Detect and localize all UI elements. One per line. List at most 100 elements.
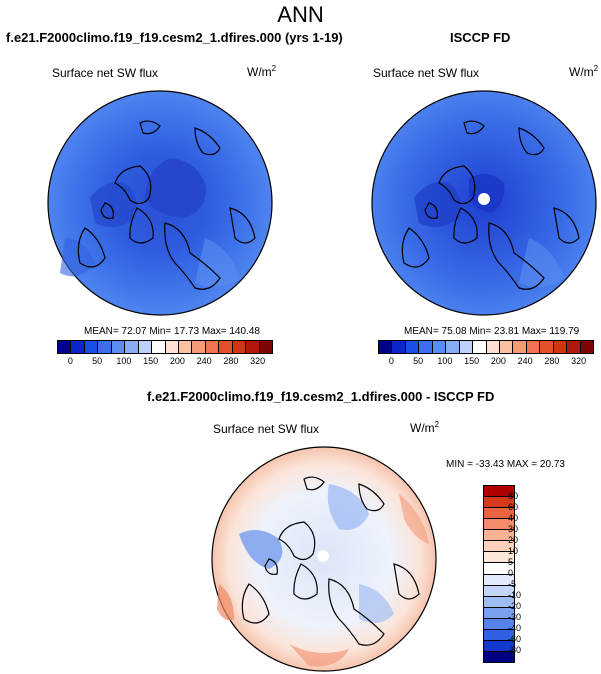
- colorbar-swatch: [567, 341, 581, 353]
- colorbar-tick-label: -10: [508, 590, 522, 600]
- model-colorbar: [57, 340, 273, 354]
- diff-coastlines: [241, 476, 420, 646]
- colorbar-swatch: [192, 341, 206, 353]
- obs-polar-hole: [478, 193, 490, 205]
- model-stats: MEAN= 72.07 Min= 17.73 Max= 140.48: [84, 326, 260, 337]
- obs-colorbar: [378, 340, 594, 354]
- colorbar-swatch: [71, 341, 85, 353]
- colorbar-tick-label: 60: [508, 502, 519, 512]
- colorbar-tick-label: -60: [508, 634, 522, 644]
- colorbar-tick-label: 80: [508, 491, 519, 501]
- diff-variable-label: Surface net SW flux: [213, 422, 320, 436]
- model-polar-map: [47, 90, 273, 316]
- obs-archipelago-region: [414, 182, 461, 227]
- model-units: W/m2: [247, 64, 277, 79]
- colorbar-swatch: [232, 341, 247, 353]
- colorbar-swatch: [58, 341, 72, 353]
- colorbar-swatch: [246, 341, 260, 353]
- colorbar-swatch: [111, 341, 126, 353]
- colorbar-tick-label: 0: [508, 568, 514, 578]
- colorbar-swatch: [125, 341, 139, 353]
- diff-units: W/m2: [410, 420, 440, 435]
- colorbar-swatch: [446, 341, 460, 353]
- colorbar-swatch: [499, 341, 514, 353]
- obs-polar-map: [371, 90, 597, 316]
- diff-polar-hole: [317, 550, 329, 562]
- obs-coastlines: [401, 120, 580, 290]
- colorbar-swatch: [379, 341, 393, 353]
- colorbar-tick-label: 200: [169, 356, 185, 366]
- obs-stats: MEAN= 75.08 Min= 23.81 Max= 119.79: [404, 326, 580, 337]
- colorbar-swatch: [540, 341, 554, 353]
- colorbar-swatch: [405, 341, 420, 353]
- colorbar-swatch: [553, 341, 568, 353]
- colorbar-swatch: [484, 629, 514, 641]
- colorbar-swatch: [484, 563, 514, 575]
- colorbar-swatch: [219, 341, 233, 353]
- colorbar-tick-label: 240: [196, 356, 212, 366]
- colorbar-swatch: [484, 585, 514, 597]
- colorbar-tick-label: 100: [116, 356, 132, 366]
- model-panel-title: f.e21.F2000climo.f19_f19.cesm2_1.dfires.…: [6, 30, 343, 45]
- colorbar-swatch: [178, 341, 193, 353]
- colorbar-swatch: [484, 640, 514, 652]
- colorbar-swatch: [580, 341, 593, 353]
- colorbar-tick-label: 280: [544, 356, 560, 366]
- colorbar-swatch: [473, 341, 487, 353]
- obs-europe-region: [519, 238, 564, 287]
- obs-variable-label: Surface net SW flux: [373, 66, 480, 80]
- colorbar-tick-label: 20: [508, 535, 519, 545]
- colorbar-tick-label: 200: [490, 356, 506, 366]
- colorbar-tick-label: -80: [508, 645, 522, 655]
- colorbar-swatch: [138, 341, 153, 353]
- colorbar-swatch: [484, 497, 514, 509]
- colorbar-swatch: [152, 341, 166, 353]
- diff-positive-region-east: [399, 494, 429, 544]
- colorbar-tick-label: 40: [508, 513, 519, 523]
- diff-negative-region-west: [239, 530, 283, 569]
- colorbar-swatch: [484, 541, 514, 553]
- colorbar-swatch: [484, 552, 514, 564]
- colorbar-tick-label: 10: [508, 546, 519, 556]
- colorbar-swatch: [484, 574, 514, 586]
- colorbar-tick-label: 30: [508, 524, 519, 534]
- diff-negative-region-north: [327, 484, 369, 530]
- colorbar-tick-label: -20: [508, 601, 522, 611]
- colorbar-swatch: [459, 341, 474, 353]
- diff-colorbar: [483, 485, 515, 663]
- diff-negative-region-east: [359, 584, 394, 623]
- colorbar-tick-label: 0: [388, 356, 394, 366]
- colorbar-tick-label: 280: [223, 356, 239, 366]
- colorbar-swatch: [484, 486, 514, 498]
- colorbar-swatch: [205, 341, 220, 353]
- colorbar-tick-label: 320: [250, 356, 266, 366]
- diff-positive-region-west: [217, 584, 234, 621]
- colorbar-tick-label: 150: [143, 356, 159, 366]
- colorbar-tick-label: 5: [508, 557, 514, 567]
- model-europe-region: [195, 238, 240, 287]
- colorbar-tick-label: -5: [508, 579, 517, 589]
- colorbar-swatch: [484, 618, 514, 630]
- colorbar-swatch: [165, 341, 179, 353]
- colorbar-swatch: [484, 530, 514, 542]
- colorbar-swatch: [419, 341, 433, 353]
- colorbar-tick-label: 100: [437, 356, 453, 366]
- colorbar-tick-label: 240: [517, 356, 533, 366]
- colorbar-swatch: [432, 341, 447, 353]
- colorbar-swatch: [526, 341, 541, 353]
- colorbar-swatch: [484, 596, 514, 608]
- obs-panel-title: ISCCP FD: [450, 30, 511, 45]
- model-archipelago-region: [90, 182, 137, 227]
- diff-positive-region-south: [289, 644, 349, 667]
- colorbar-swatch: [484, 508, 514, 520]
- model-variable-label: Surface net SW flux: [52, 66, 159, 80]
- model-arctic-ocean-region: [145, 158, 206, 218]
- colorbar-tick-label: -30: [508, 612, 522, 622]
- diff-panel-title: f.e21.F2000climo.f19_f19.cesm2_1.dfires.…: [147, 389, 495, 404]
- colorbar-tick-label: 150: [464, 356, 480, 366]
- colorbar-tick-label: -40: [508, 623, 522, 633]
- colorbar-swatch: [484, 519, 514, 531]
- colorbar-swatch: [486, 341, 500, 353]
- colorbar-swatch: [513, 341, 527, 353]
- diff-polar-map: [211, 446, 437, 672]
